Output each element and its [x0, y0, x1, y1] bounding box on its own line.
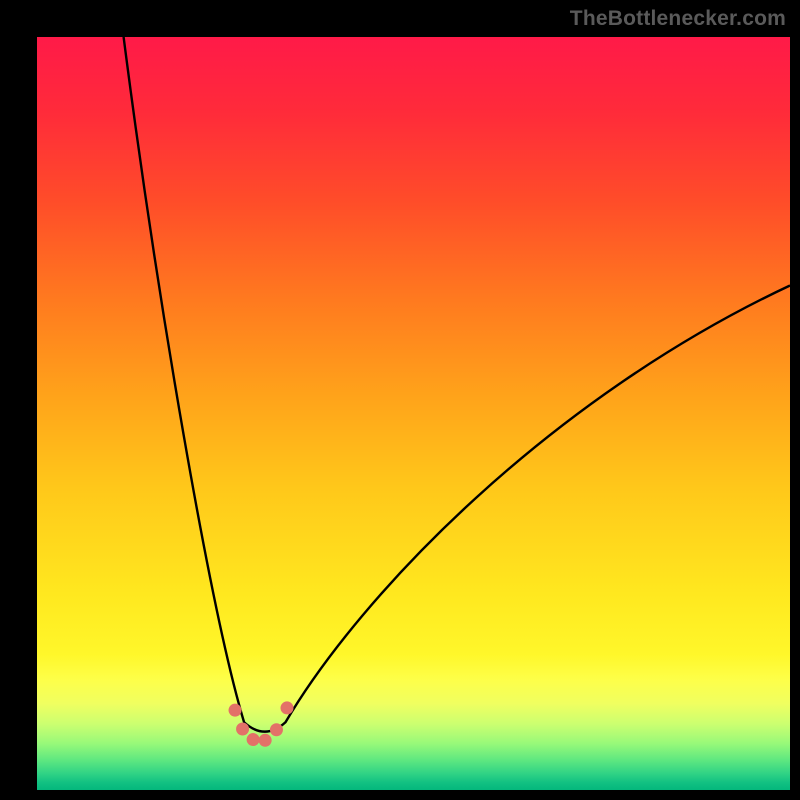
dip-marker — [247, 733, 260, 746]
dip-marker — [280, 701, 293, 714]
dip-marker — [229, 704, 242, 717]
plot-area — [37, 37, 790, 790]
watermark-text: TheBottlenecker.com — [570, 7, 786, 31]
dip-marker — [236, 723, 249, 736]
curve-layer — [37, 37, 790, 790]
bottleneck-curve — [124, 37, 790, 732]
dip-marker — [270, 723, 283, 736]
dip-marker — [259, 734, 272, 747]
